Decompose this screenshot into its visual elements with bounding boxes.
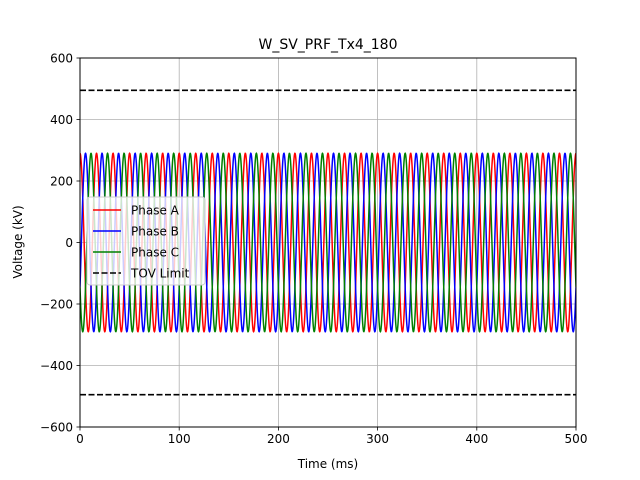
legend: Phase A Phase B Phase C TOV Limit <box>86 196 206 286</box>
legend-label-phase-a: Phase A <box>131 204 180 218</box>
y-axis-label: Voltage (kV) <box>11 205 25 278</box>
y-tick-label: −600 <box>40 421 73 435</box>
y-tick-label: 200 <box>50 175 73 189</box>
y-tick-label: 400 <box>50 113 73 127</box>
legend-label-tov-limit: TOV Limit <box>130 267 190 281</box>
ticks: 0 100 200 300 400 500 −600 −400 −200 0 200 400 600 <box>40 52 587 447</box>
series-layer <box>80 89 576 396</box>
legend-box <box>86 196 206 286</box>
x-tick-label: 500 <box>565 432 588 446</box>
phase-a-series <box>80 152 576 333</box>
x-tick-label: 0 <box>76 432 84 446</box>
y-tick-label: −200 <box>40 298 73 312</box>
x-tick-label: 300 <box>366 432 389 446</box>
legend-label-phase-c: Phase C <box>131 246 179 260</box>
x-tick-label: 100 <box>168 432 191 446</box>
chart-title: W_SV_PRF_Tx4_180 <box>259 37 398 53</box>
x-tick-label: 400 <box>465 432 488 446</box>
y-tick-label: 0 <box>65 236 73 250</box>
y-tick-label: −400 <box>40 359 73 373</box>
phase-c-series <box>80 152 576 333</box>
x-axis-label: Time (ms) <box>297 457 359 471</box>
y-tick-label: 600 <box>50 52 73 66</box>
x-tick-label: 200 <box>267 432 290 446</box>
legend-label-phase-b: Phase B <box>131 225 179 239</box>
